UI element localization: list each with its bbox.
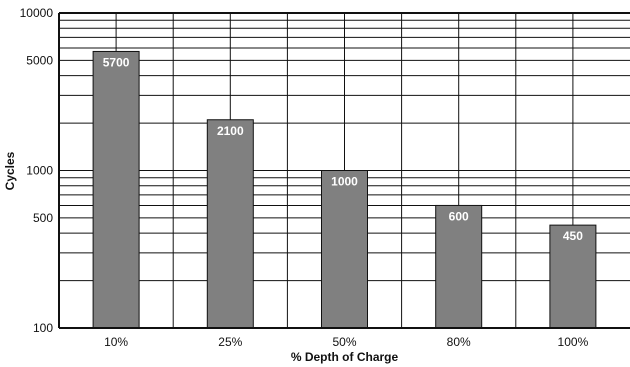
bar bbox=[92, 50, 140, 329]
bar-value-label: 5700 bbox=[103, 55, 130, 69]
bar-value-label: 450 bbox=[563, 229, 583, 243]
plot-frame bbox=[58, 12, 630, 329]
bars: 5700 2100 1000 600 450 bbox=[92, 50, 597, 329]
x-tick-label: 80% bbox=[447, 335, 471, 349]
bar bbox=[549, 224, 597, 329]
x-tick-label: 50% bbox=[332, 335, 356, 349]
bar bbox=[435, 204, 483, 329]
y-axis-title: Cycles bbox=[3, 151, 17, 190]
y-tick-label: 1000 bbox=[26, 164, 53, 178]
y-axis-ticks: 100 500 1000 5000 10000 bbox=[20, 6, 54, 335]
x-tick-label: 100% bbox=[558, 335, 589, 349]
y-tick-label: 500 bbox=[33, 211, 53, 225]
bar-value-label: 2100 bbox=[217, 124, 244, 138]
x-axis-ticks: 10% 25% 50% 80% 100% bbox=[104, 335, 588, 349]
bar-value-label: 600 bbox=[449, 209, 469, 223]
y-tick-label: 10000 bbox=[20, 6, 54, 20]
bar bbox=[321, 170, 368, 329]
x-axis-title: % Depth of Charge bbox=[291, 350, 399, 364]
y-tick-label: 100 bbox=[33, 321, 53, 335]
bar-value-label: 1000 bbox=[331, 175, 358, 189]
bar bbox=[206, 119, 254, 329]
x-tick-label: 25% bbox=[218, 335, 242, 349]
y-tick-label: 5000 bbox=[26, 53, 53, 67]
x-tick-label: 10% bbox=[104, 335, 128, 349]
